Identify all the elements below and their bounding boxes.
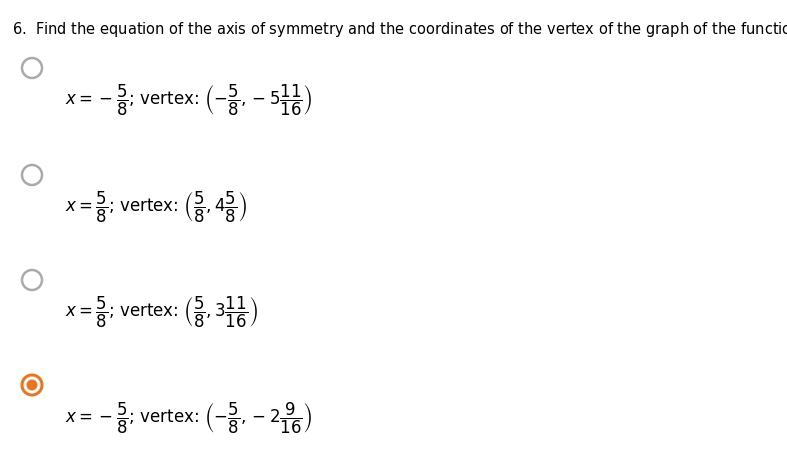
Text: $x = \dfrac{5}{8}$; vertex: $\left(\dfrac{5}{8}, 3\dfrac{11}{16}\right)$: $x = \dfrac{5}{8}$; vertex: $\left(\dfra… <box>65 294 258 329</box>
Text: 6.  Find the equation of the axis of symmetry and the coordinates of the vertex : 6. Find the equation of the axis of symm… <box>12 18 787 39</box>
Text: $x = -\dfrac{5}{8}$; vertex: $\left(-\dfrac{5}{8}, -2\dfrac{9}{16}\right)$: $x = -\dfrac{5}{8}$; vertex: $\left(-\df… <box>65 400 312 436</box>
Circle shape <box>27 379 38 391</box>
Text: $x = -\dfrac{5}{8}$; vertex: $\left(-\dfrac{5}{8}, -5\dfrac{11}{16}\right)$: $x = -\dfrac{5}{8}$; vertex: $\left(-\df… <box>65 82 312 118</box>
Text: $x = \dfrac{5}{8}$; vertex: $\left(\dfrac{5}{8}, 4\dfrac{5}{8}\right)$: $x = \dfrac{5}{8}$; vertex: $\left(\dfra… <box>65 189 247 225</box>
